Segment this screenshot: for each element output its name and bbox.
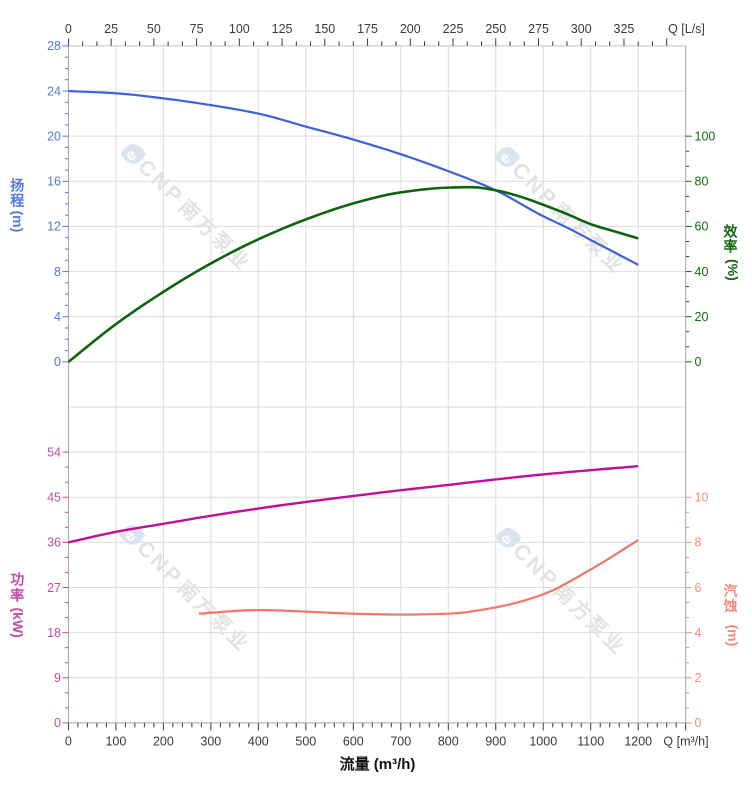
svg-text:9: 9 bbox=[54, 671, 61, 685]
svg-text:275: 275 bbox=[528, 22, 549, 36]
svg-text:100: 100 bbox=[229, 22, 250, 36]
svg-text:100: 100 bbox=[695, 129, 716, 143]
svg-text:0: 0 bbox=[65, 735, 72, 749]
svg-text:500: 500 bbox=[295, 735, 316, 749]
svg-text:27: 27 bbox=[47, 581, 61, 595]
svg-text:1200: 1200 bbox=[624, 735, 652, 749]
svg-text:10: 10 bbox=[695, 491, 709, 505]
svg-text:800: 800 bbox=[438, 735, 459, 749]
svg-text:扬: 扬 bbox=[10, 178, 24, 194]
svg-text:2: 2 bbox=[695, 671, 702, 685]
svg-text:300: 300 bbox=[571, 22, 592, 36]
svg-text:400: 400 bbox=[248, 735, 269, 749]
svg-text:16: 16 bbox=[47, 175, 61, 189]
svg-text:(%): (%) bbox=[725, 259, 741, 281]
svg-text:225: 225 bbox=[443, 22, 464, 36]
svg-text:24: 24 bbox=[47, 84, 61, 98]
svg-text:45: 45 bbox=[47, 491, 61, 505]
svg-text:28: 28 bbox=[47, 39, 61, 53]
svg-text:8: 8 bbox=[695, 536, 702, 550]
svg-text:率: 率 bbox=[10, 588, 24, 604]
svg-text:20: 20 bbox=[695, 310, 709, 324]
svg-text:18: 18 bbox=[47, 626, 61, 640]
svg-text:汽: 汽 bbox=[724, 583, 738, 599]
svg-text:700: 700 bbox=[390, 735, 411, 749]
svg-text:900: 900 bbox=[485, 735, 506, 749]
svg-text:50: 50 bbox=[147, 22, 161, 36]
svg-text:100: 100 bbox=[105, 735, 126, 749]
svg-text:效: 效 bbox=[724, 224, 739, 240]
svg-text:率: 率 bbox=[724, 239, 738, 255]
svg-text:600: 600 bbox=[343, 735, 364, 749]
svg-text:175: 175 bbox=[357, 22, 378, 36]
svg-text:8: 8 bbox=[54, 265, 61, 279]
svg-text:250: 250 bbox=[485, 22, 506, 36]
svg-text:40: 40 bbox=[695, 265, 709, 279]
svg-text:0: 0 bbox=[695, 716, 702, 730]
svg-text:60: 60 bbox=[695, 220, 709, 234]
svg-text:(kW): (kW) bbox=[10, 608, 26, 638]
svg-text:程: 程 bbox=[10, 193, 24, 209]
svg-text:Q [m³/h]: Q [m³/h] bbox=[663, 735, 708, 749]
svg-text:Q [L/s]: Q [L/s] bbox=[668, 22, 705, 36]
svg-text:0: 0 bbox=[54, 716, 61, 730]
svg-text:0: 0 bbox=[54, 355, 61, 369]
svg-text:200: 200 bbox=[400, 22, 421, 36]
svg-text:6: 6 bbox=[695, 581, 702, 595]
svg-text:300: 300 bbox=[200, 735, 221, 749]
svg-text:0: 0 bbox=[65, 22, 72, 36]
svg-text:20: 20 bbox=[47, 129, 61, 143]
svg-text:1000: 1000 bbox=[529, 735, 557, 749]
svg-text:功: 功 bbox=[10, 572, 24, 588]
svg-text:4: 4 bbox=[54, 310, 61, 324]
svg-text:36: 36 bbox=[47, 536, 61, 550]
svg-text:325: 325 bbox=[614, 22, 635, 36]
svg-text:4: 4 bbox=[695, 626, 702, 640]
svg-text:(m): (m) bbox=[10, 211, 26, 233]
svg-text:75: 75 bbox=[190, 22, 204, 36]
svg-text:200: 200 bbox=[153, 735, 174, 749]
svg-text:80: 80 bbox=[695, 175, 709, 189]
svg-text:蚀: 蚀 bbox=[723, 598, 738, 614]
svg-text:1100: 1100 bbox=[577, 735, 604, 749]
svg-text:125: 125 bbox=[272, 22, 293, 36]
svg-text:0: 0 bbox=[695, 355, 702, 369]
svg-text:(m): (m) bbox=[725, 625, 741, 647]
svg-text:54: 54 bbox=[47, 445, 61, 459]
svg-text:25: 25 bbox=[104, 22, 118, 36]
svg-text:流量 (m³/h): 流量 (m³/h) bbox=[340, 755, 416, 773]
svg-text:150: 150 bbox=[314, 22, 335, 36]
svg-text:12: 12 bbox=[47, 220, 61, 234]
